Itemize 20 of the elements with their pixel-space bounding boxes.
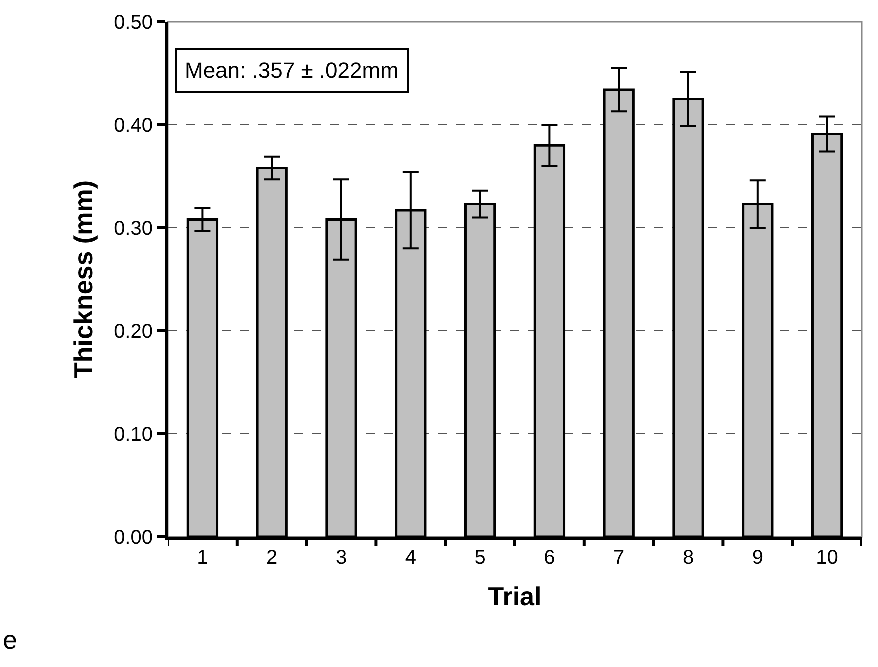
x-tick-label: 7 [614,547,625,569]
x-tick-label: 4 [405,547,416,569]
x-tick-label: 5 [474,547,486,569]
y-tick-label: 0.10 [114,424,153,446]
y-tick-label: 0.50 [114,12,153,34]
x-tick-label: 6 [544,547,556,569]
x-tick-label: 8 [682,547,694,569]
annotation: Mean: .357 ± .022mm [185,58,399,83]
x-tick-label: 10 [816,547,838,569]
x-tick-label: 3 [336,547,348,569]
y-tick-label: 0.40 [114,115,153,137]
y-tick-label: 0.00 [114,527,153,549]
x-tick-label: 1 [197,547,208,569]
x-tick-label: 2 [266,547,278,569]
x-tick-label: 9 [752,547,764,569]
text: e [3,625,18,655]
y-tick-label: 0.20 [114,321,153,343]
y-tick-label: 0.30 [114,218,153,240]
y-axis-title: Thickness (mm) [68,180,98,378]
x-axis-title: Trial [488,582,542,612]
